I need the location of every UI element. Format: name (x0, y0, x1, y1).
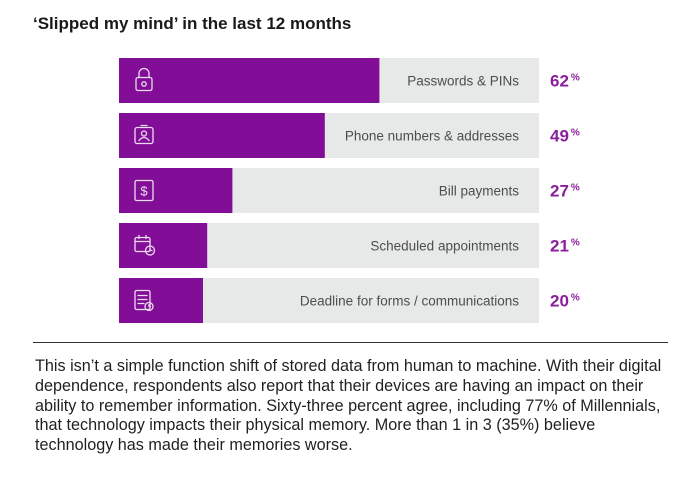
data-label: 27% (550, 182, 580, 201)
bar-row: Scheduled appointments 21% (119, 223, 580, 268)
bar (119, 168, 233, 213)
bar-row: $ Bill payments 27% (119, 168, 580, 213)
category-label: Bill payments (439, 184, 520, 199)
bar-chart: Passwords & PINs 62 % Phone numbers & addre… (119, 58, 580, 323)
chart-title: ‘Slipped my mind’ in the last 12 months (33, 14, 352, 33)
category-label: Passwords & PINs (407, 74, 519, 89)
data-label: 49% (550, 127, 580, 146)
bar-row: Phone numbers & addresses 49% (119, 113, 580, 158)
contact-card-icon (134, 124, 154, 145)
bar-row: Passwords & PINs 62% (119, 58, 580, 103)
bar-row: Deadline for forms / communications 20% (119, 278, 580, 323)
category-label: Deadline for forms / communications (300, 294, 519, 309)
body-paragraph: This isn’t a simple function shift of st… (35, 357, 662, 455)
document-icon (134, 289, 154, 312)
data-label: 20% (550, 292, 580, 311)
bar (119, 278, 203, 323)
section-divider (33, 342, 668, 343)
data-label: 62% (550, 72, 580, 91)
lock-icon (135, 67, 153, 92)
bar (119, 113, 325, 158)
data-label: 21% (550, 237, 580, 256)
bar (119, 223, 208, 268)
svg-text:$: $ (140, 184, 148, 199)
calendar-icon (134, 234, 156, 256)
bill-icon: $ (134, 179, 154, 202)
bar (119, 58, 380, 103)
category-label: Phone numbers & addresses (345, 129, 519, 144)
category-label: Scheduled appointments (370, 239, 519, 254)
